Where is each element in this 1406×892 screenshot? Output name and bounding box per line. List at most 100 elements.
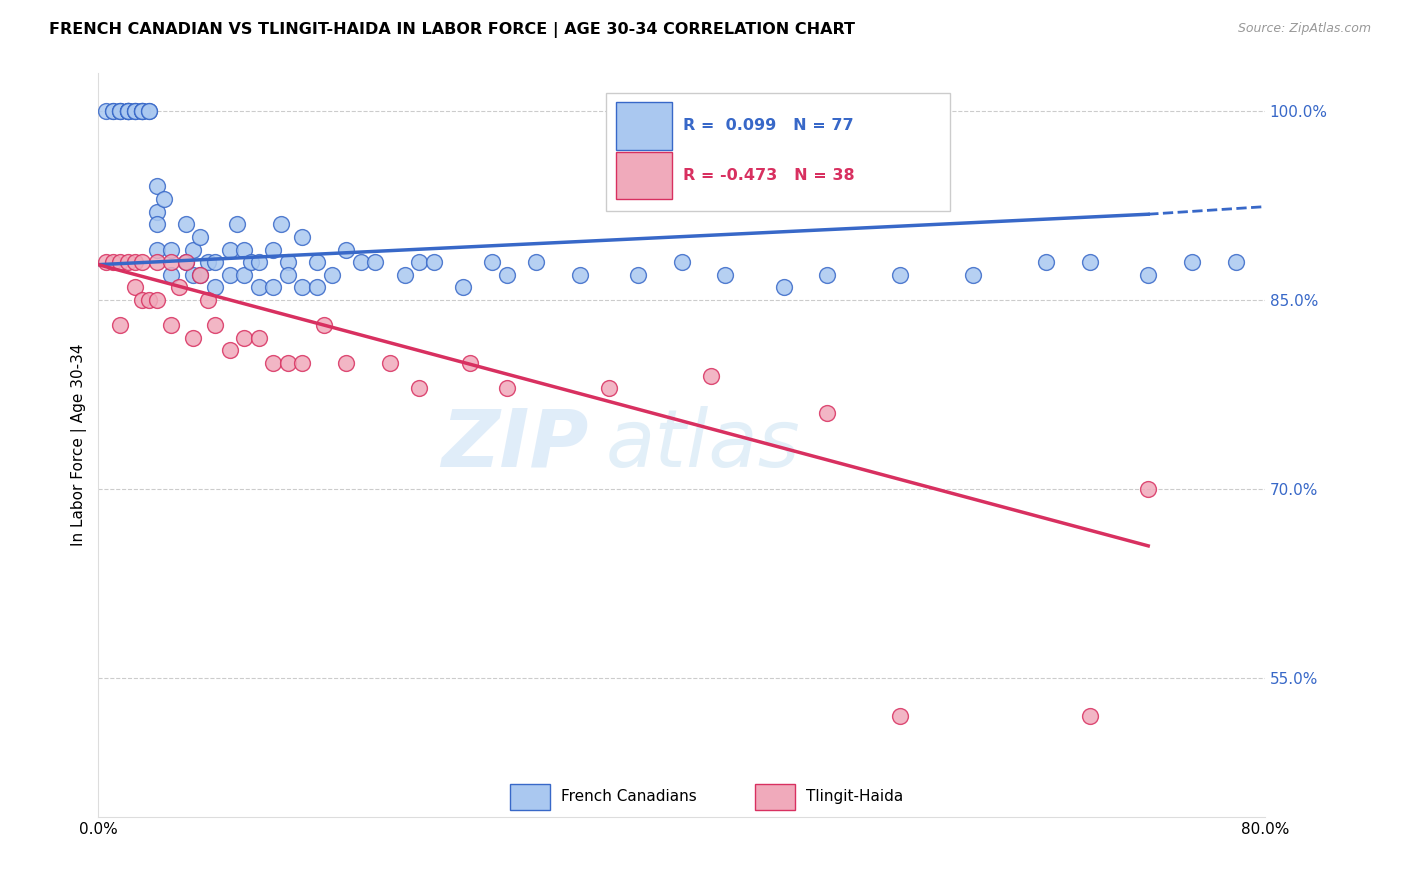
Point — [131, 103, 153, 118]
Point — [138, 293, 160, 307]
Point — [197, 255, 219, 269]
FancyBboxPatch shape — [616, 152, 672, 200]
Point — [233, 331, 256, 345]
Point — [277, 255, 299, 269]
Point — [204, 318, 226, 333]
Text: FRENCH CANADIAN VS TLINGIT-HAIDA IN LABOR FORCE | AGE 30-34 CORRELATION CHART: FRENCH CANADIAN VS TLINGIT-HAIDA IN LABO… — [49, 22, 855, 38]
Point — [145, 217, 167, 231]
Text: atlas: atlas — [606, 406, 800, 484]
Point — [160, 255, 183, 269]
Point — [117, 103, 139, 118]
Point — [145, 179, 167, 194]
Point — [321, 268, 343, 282]
Text: R =  0.099   N = 77: R = 0.099 N = 77 — [683, 119, 853, 133]
Point — [174, 217, 197, 231]
Point — [110, 103, 132, 118]
Point — [117, 103, 139, 118]
Point — [247, 331, 270, 345]
Point — [889, 268, 911, 282]
Point — [101, 255, 124, 269]
Point — [568, 268, 591, 282]
Point — [138, 103, 160, 118]
Point — [815, 268, 838, 282]
Point — [94, 255, 117, 269]
Point — [190, 268, 212, 282]
Point — [110, 103, 132, 118]
Text: ZIP: ZIP — [441, 406, 588, 484]
Point — [131, 255, 153, 269]
Point — [145, 204, 167, 219]
FancyBboxPatch shape — [755, 784, 794, 810]
Point — [524, 255, 547, 269]
Point — [378, 356, 401, 370]
Point — [481, 255, 503, 269]
FancyBboxPatch shape — [616, 102, 672, 150]
Point — [451, 280, 474, 294]
Point — [110, 318, 132, 333]
Point — [145, 255, 167, 269]
Point — [307, 280, 329, 294]
Point — [117, 103, 139, 118]
Point — [110, 103, 132, 118]
Point — [197, 293, 219, 307]
Point — [233, 243, 256, 257]
Point — [174, 255, 197, 269]
Point — [889, 709, 911, 723]
Text: Tlingit-Haida: Tlingit-Haida — [807, 789, 904, 805]
Point — [124, 103, 146, 118]
Point — [117, 255, 139, 269]
Point — [291, 230, 314, 244]
Point — [218, 243, 240, 257]
Point — [277, 268, 299, 282]
Point — [671, 255, 693, 269]
Point — [181, 331, 204, 345]
Point — [262, 243, 284, 257]
Point — [962, 268, 984, 282]
Point — [225, 217, 247, 231]
Point — [1137, 268, 1160, 282]
Point — [307, 255, 329, 269]
Text: French Canadians: French Canadians — [561, 789, 697, 805]
Point — [117, 103, 139, 118]
Point — [815, 407, 838, 421]
Point — [408, 381, 430, 395]
Point — [160, 243, 183, 257]
Point — [124, 103, 146, 118]
Point — [233, 268, 256, 282]
Point — [124, 103, 146, 118]
Point — [1078, 255, 1101, 269]
Point — [131, 103, 153, 118]
Point — [1181, 255, 1204, 269]
Point — [94, 103, 117, 118]
Point — [190, 230, 212, 244]
Point — [218, 343, 240, 358]
Point — [160, 268, 183, 282]
Point — [110, 255, 132, 269]
Point — [167, 280, 190, 294]
Point — [101, 103, 124, 118]
Point — [714, 268, 737, 282]
Point — [314, 318, 336, 333]
Point — [131, 103, 153, 118]
Point — [772, 280, 794, 294]
Text: R = -0.473   N = 38: R = -0.473 N = 38 — [683, 169, 855, 183]
Point — [1035, 255, 1057, 269]
Point — [247, 280, 270, 294]
Point — [181, 243, 204, 257]
Point — [101, 103, 124, 118]
FancyBboxPatch shape — [606, 93, 950, 211]
Point — [627, 268, 650, 282]
FancyBboxPatch shape — [510, 784, 550, 810]
Point — [145, 293, 167, 307]
Point — [262, 280, 284, 294]
Point — [190, 268, 212, 282]
Point — [138, 103, 160, 118]
Point — [1137, 482, 1160, 496]
Point — [364, 255, 387, 269]
Point — [408, 255, 430, 269]
Point — [240, 255, 263, 269]
Point — [117, 103, 139, 118]
Point — [124, 280, 146, 294]
Y-axis label: In Labor Force | Age 30-34: In Labor Force | Age 30-34 — [72, 343, 87, 546]
Point — [204, 255, 226, 269]
